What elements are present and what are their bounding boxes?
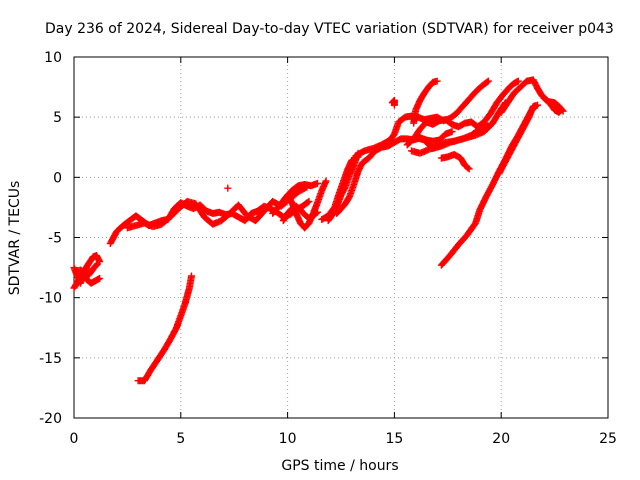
data-point [96,274,104,282]
data-point [314,179,322,187]
data-point [481,120,489,128]
data-point [556,108,564,116]
series-arc-late-b [540,94,565,116]
series-arc-early-3 [72,260,101,279]
y-tick-label: 5 [53,110,62,126]
y-tick-label: 10 [44,50,62,66]
x-tick-label: 0 [70,431,79,447]
data-point [93,260,101,268]
data-point [557,106,565,114]
data-point [187,272,195,280]
series-arc-isolated-14 [388,96,398,109]
x-tick-label: 5 [176,431,185,447]
data-point [484,77,492,85]
data-point [93,261,101,269]
x-tick-label: 15 [385,431,403,447]
grid [74,57,608,418]
data-point [305,197,313,205]
data-point [448,128,456,136]
y-axis-label: SDTVAR / TECUs [7,181,23,296]
series-arc-late-a [497,76,567,116]
y-tick-label: 0 [53,170,62,186]
y-tick-label: -5 [48,231,62,247]
data-point [534,101,542,109]
data-point [556,107,564,115]
data-point [514,77,522,85]
series-arc-afternoon-e [407,119,490,157]
x-tick-label: 20 [492,431,510,447]
y-tick-label: -10 [39,291,62,307]
data-point [482,119,490,127]
series-arc-afternoon-c [410,77,441,127]
y-tick-label: -20 [39,411,62,427]
data-point [224,184,232,192]
series-arc-isolated-7 [224,184,232,192]
series-arc-afternoon-b [403,77,522,149]
data-point [304,198,312,206]
x-axis-label: GPS time / hours [281,458,398,474]
chart-title: Day 236 of 2024, Sidereal Day-to-day VTE… [45,21,614,37]
series-arc-morning-2 [123,183,311,232]
data-point [322,177,330,185]
tick-labels: 0 5 10 15 20 25 -20 -15 -10 -5 0 5 10 [39,50,617,447]
data-point [464,164,472,172]
x-tick-label: 25 [599,431,617,447]
data-point [390,101,398,109]
data-point [433,77,441,85]
series-arc-midday-c [284,177,330,232]
data-marks [70,76,567,385]
series-arc-low-rise [134,272,195,385]
data-point [465,165,473,173]
y-tick-label: -15 [39,351,62,367]
axis-ticks [73,56,609,419]
series-arc-afternoon-a [352,77,492,160]
series-arc-steep-rise-2 [495,101,542,178]
series-arc-small-cluster [437,150,473,173]
series-arc-early-2 [70,270,104,292]
data-point [483,78,491,86]
x-tick-label: 10 [279,431,297,447]
